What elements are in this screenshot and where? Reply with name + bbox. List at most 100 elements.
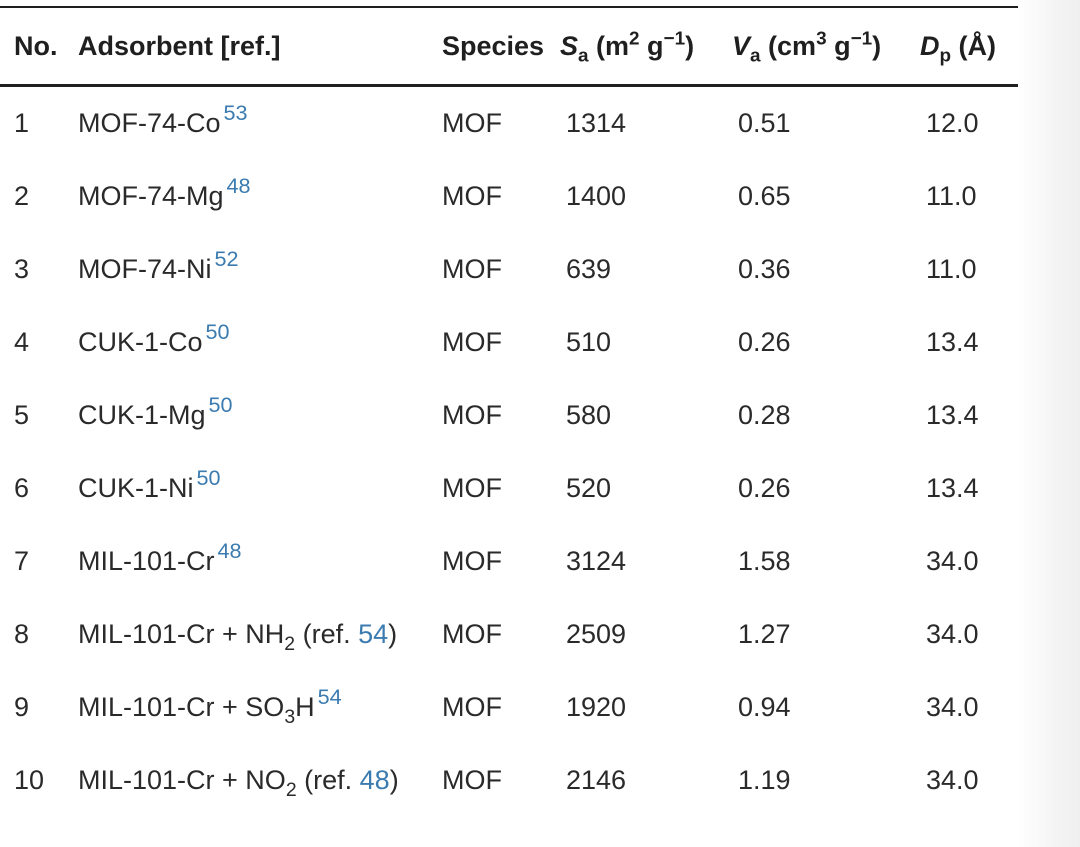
table-row: 4 CUK-1-Co 50 MOF 510 0.26 13.4 bbox=[0, 306, 1018, 379]
cell-pore-volume: 0.26 bbox=[738, 327, 791, 357]
ref-link[interactable]: 50 bbox=[208, 392, 233, 418]
cell-species: MOF bbox=[442, 108, 502, 138]
header-row: No. Adsorbent [ref.] Species Sa (m2 g−1)… bbox=[0, 8, 1018, 84]
cell-no: 5 bbox=[14, 400, 30, 430]
header-pore-diameter: Dp (Å) bbox=[914, 8, 1018, 84]
cell-species: MOF bbox=[442, 619, 502, 649]
adsorbent-name: MIL-101-Cr + NH bbox=[78, 619, 285, 649]
sa-unit-mid: g bbox=[639, 30, 664, 61]
sa-unit-sup2: −1 bbox=[663, 28, 686, 50]
ref-link[interactable]: 54 bbox=[317, 684, 342, 710]
formula-suffix: H bbox=[295, 692, 315, 722]
cell-adsorbent: MIL-101-Cr + SO3H 54 bbox=[66, 671, 430, 744]
sa-subscript: a bbox=[578, 45, 589, 67]
cell-no: 9 bbox=[14, 692, 30, 722]
adsorbent-name: MIL-101-Cr + SO bbox=[78, 692, 285, 722]
dp-symbol: D bbox=[920, 30, 940, 61]
table-row: 6 CUK-1-Ni 50 MOF 520 0.26 13.4 bbox=[0, 452, 1018, 525]
cell-pore-diameter: 34.0 bbox=[926, 692, 979, 722]
formula-subscript: 3 bbox=[284, 705, 296, 728]
cell-no: 7 bbox=[14, 546, 30, 576]
table-row: 7 MIL-101-Cr 48 MOF 3124 1.58 34.0 bbox=[0, 525, 1018, 598]
header-bottom-rule bbox=[0, 84, 1018, 87]
ref-link[interactable]: 54 bbox=[358, 619, 389, 649]
cell-pore-volume: 0.28 bbox=[738, 400, 791, 430]
ref-prefix: (ref. bbox=[295, 619, 359, 649]
table-row: 9 MIL-101-Cr + SO3H 54 MOF 1920 0.94 34.0 bbox=[0, 671, 1018, 744]
cell-surface-area: 1920 bbox=[566, 692, 627, 722]
cell-no: 6 bbox=[14, 473, 30, 503]
cell-pore-volume: 0.65 bbox=[738, 181, 791, 211]
cell-adsorbent: MIL-101-Cr + NO2 (ref. 48) bbox=[66, 744, 430, 817]
cell-surface-area: 520 bbox=[566, 473, 612, 503]
cell-no: 8 bbox=[14, 619, 30, 649]
sa-unit-sup1: 2 bbox=[629, 28, 640, 50]
cell-no: 2 bbox=[14, 181, 30, 211]
ref-link[interactable]: 48 bbox=[359, 765, 390, 795]
cell-adsorbent: CUK-1-Mg 50 bbox=[66, 379, 430, 452]
data-table: No. Adsorbent [ref.] Species Sa (m2 g−1)… bbox=[0, 8, 1018, 84]
cell-adsorbent: CUK-1-Ni 50 bbox=[66, 452, 430, 525]
adsorbent-name: CUK-1-Mg bbox=[78, 400, 206, 430]
ref-link[interactable]: 50 bbox=[205, 319, 230, 345]
ref-close: ) bbox=[388, 619, 398, 649]
va-unit-mid: g bbox=[826, 30, 851, 61]
cell-surface-area: 639 bbox=[566, 254, 612, 284]
adsorbent-name: MIL-101-Cr + NO bbox=[78, 765, 286, 795]
header-no: No. bbox=[14, 30, 58, 61]
table-row: 3 MOF-74-Ni 52 MOF 639 0.36 11.0 bbox=[0, 233, 1018, 306]
sa-unit-close: ) bbox=[685, 30, 695, 61]
cell-surface-area: 3124 bbox=[566, 546, 627, 576]
adsorbent-name: MOF-74-Co bbox=[78, 108, 221, 138]
cell-pore-diameter: 12.0 bbox=[926, 108, 979, 138]
cell-species: MOF bbox=[442, 327, 502, 357]
cell-surface-area: 2509 bbox=[566, 619, 627, 649]
ref-link[interactable]: 53 bbox=[223, 100, 248, 126]
cell-pore-diameter: 13.4 bbox=[926, 473, 979, 503]
cell-pore-volume: 0.51 bbox=[738, 108, 791, 138]
adsorbent-table: No. Adsorbent [ref.] Species Sa (m2 g−1)… bbox=[0, 6, 1018, 817]
cell-pore-diameter: 34.0 bbox=[926, 619, 979, 649]
table-header: No. Adsorbent [ref.] Species Sa (m2 g−1)… bbox=[0, 8, 1018, 84]
cell-pore-diameter: 34.0 bbox=[926, 546, 979, 576]
cell-pore-diameter: 13.4 bbox=[926, 327, 979, 357]
header-adsorbent: Adsorbent [ref.] bbox=[78, 30, 281, 61]
cell-adsorbent: CUK-1-Co 50 bbox=[66, 306, 430, 379]
va-unit-close: ) bbox=[872, 30, 882, 61]
adsorbent-name: MOF-74-Mg bbox=[78, 181, 224, 211]
va-unit-sup1: 3 bbox=[816, 28, 827, 50]
cell-surface-area: 1314 bbox=[566, 108, 627, 138]
ref-close: ) bbox=[389, 765, 399, 795]
table-row: 8 MIL-101-Cr + NH2 (ref. 54) MOF 2509 1.… bbox=[0, 598, 1018, 671]
ref-link[interactable]: 48 bbox=[217, 538, 242, 564]
ref-prefix: (ref. bbox=[296, 765, 360, 795]
table-row: 5 CUK-1-Mg 50 MOF 580 0.28 13.4 bbox=[0, 379, 1018, 452]
adsorbent-name: MOF-74-Ni bbox=[78, 254, 212, 284]
ref-link[interactable]: 48 bbox=[226, 173, 251, 199]
cell-pore-volume: 1.27 bbox=[738, 619, 791, 649]
cell-species: MOF bbox=[442, 181, 502, 211]
sa-unit-open: (m bbox=[588, 30, 630, 61]
cell-pore-diameter: 13.4 bbox=[926, 400, 979, 430]
cell-no: 10 bbox=[14, 765, 45, 795]
dp-unit: (Å) bbox=[951, 30, 997, 61]
cell-surface-area: 1400 bbox=[566, 181, 627, 211]
ref-link[interactable]: 50 bbox=[196, 465, 221, 491]
cell-species: MOF bbox=[442, 400, 502, 430]
sa-symbol: S bbox=[560, 30, 579, 61]
cell-no: 4 bbox=[14, 327, 30, 357]
table-top-rule bbox=[0, 6, 1018, 8]
adsorbent-name: MIL-101-Cr bbox=[78, 546, 215, 576]
cell-pore-diameter: 11.0 bbox=[926, 254, 977, 284]
ref-link[interactable]: 52 bbox=[214, 246, 239, 272]
cell-adsorbent: MIL-101-Cr + NH2 (ref. 54) bbox=[66, 598, 430, 671]
page-edge-shade bbox=[1018, 0, 1080, 847]
cell-pore-diameter: 34.0 bbox=[926, 765, 979, 795]
va-unit-open: (cm bbox=[760, 30, 817, 61]
cell-species: MOF bbox=[442, 765, 502, 795]
va-unit-sup2: −1 bbox=[850, 28, 873, 50]
adsorbent-name: CUK-1-Co bbox=[78, 327, 203, 357]
cell-adsorbent: MOF-74-Co 53 bbox=[66, 87, 430, 160]
cell-pore-volume: 0.26 bbox=[738, 473, 791, 503]
cell-no: 1 bbox=[14, 108, 30, 138]
